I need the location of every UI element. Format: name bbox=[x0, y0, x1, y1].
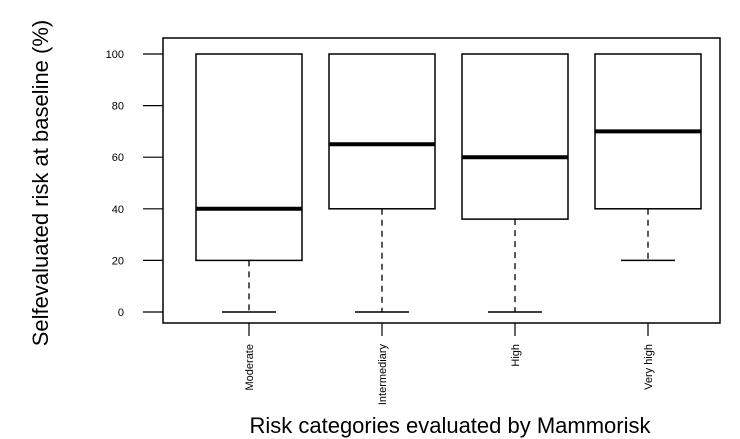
plot-frame bbox=[162, 37, 721, 324]
y-tick-label: 80 bbox=[112, 101, 124, 113]
y-tick-label: 20 bbox=[112, 255, 124, 267]
y-tick-label: 40 bbox=[112, 204, 124, 216]
boxes bbox=[195, 53, 702, 313]
x-tick-label: Moderate bbox=[244, 344, 256, 390]
box-group bbox=[328, 53, 436, 313]
box bbox=[195, 53, 303, 262]
y-axis-title: Selfevaluated risk at baseline (%) bbox=[28, 20, 53, 347]
x-tick-label: High bbox=[510, 344, 522, 367]
box-group bbox=[594, 53, 702, 262]
box bbox=[328, 53, 436, 210]
x-tick-label: Very high bbox=[643, 344, 655, 390]
x-axis-title: Risk categories evaluated by Mammorisk bbox=[249, 413, 651, 438]
box-group bbox=[195, 53, 303, 313]
y-axis: 0 20 40 60 80 100 bbox=[106, 49, 163, 319]
y-tick-label: 100 bbox=[106, 49, 124, 61]
box bbox=[461, 53, 569, 220]
y-tick-label: 60 bbox=[112, 152, 124, 164]
y-tick-label: 0 bbox=[118, 307, 124, 319]
x-tick-label: Intermediary bbox=[377, 344, 389, 406]
box-group bbox=[461, 53, 569, 313]
x-axis: Moderate Intermediary High Very high bbox=[244, 323, 655, 405]
